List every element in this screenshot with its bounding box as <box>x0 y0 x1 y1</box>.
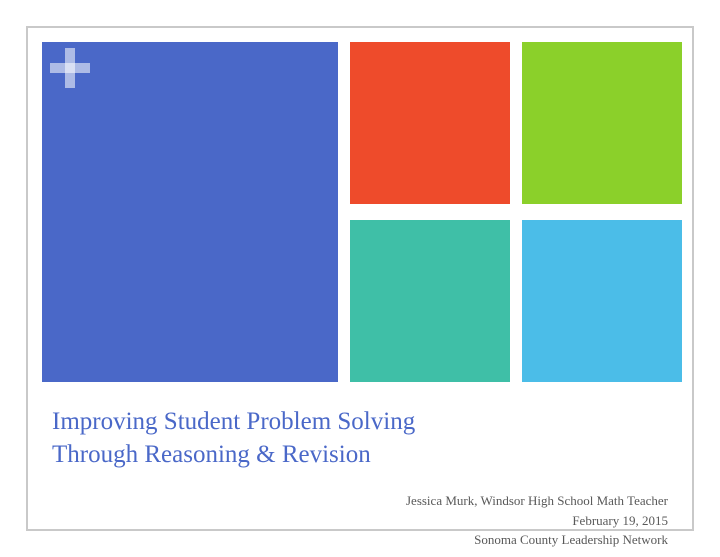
meta-block: Jessica Murk, Windsor High School Math T… <box>42 491 678 550</box>
tile-grid <box>42 42 678 382</box>
title-line-2: Through Reasoning & Revision <box>52 439 678 472</box>
meta-org: Sonoma County Leadership Network <box>42 530 668 550</box>
title-block: Improving Student Problem Solving Throug… <box>42 406 678 471</box>
tile-bottom-mid <box>350 220 510 382</box>
tile-top-right <box>522 42 682 204</box>
slide-frame: Improving Student Problem Solving Throug… <box>26 26 694 531</box>
plus-icon <box>50 48 90 88</box>
slide: Improving Student Problem Solving Throug… <box>0 0 720 557</box>
title-line-1: Improving Student Problem Solving <box>52 406 678 439</box>
tile-bottom-right <box>522 220 682 382</box>
tile-large-left <box>42 42 338 382</box>
tile-top-mid <box>350 42 510 204</box>
meta-author: Jessica Murk, Windsor High School Math T… <box>42 491 668 511</box>
meta-date: February 19, 2015 <box>42 511 668 531</box>
